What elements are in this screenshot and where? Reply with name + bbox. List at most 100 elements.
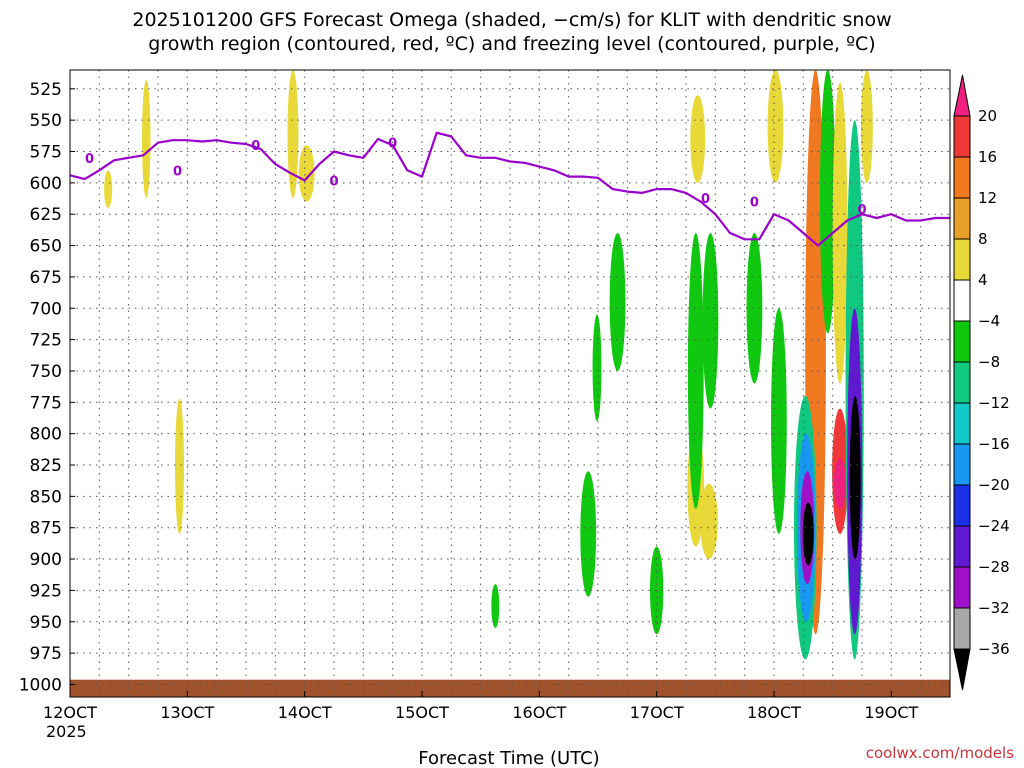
omega-shading: [104, 70, 873, 660]
y-tick-label: 800: [30, 425, 62, 445]
freezing-level-label: 0: [85, 152, 94, 167]
x-tick-label: 16OCT: [512, 703, 566, 722]
omega-cell-10: [687, 233, 704, 509]
x-tick-label: 18OCT: [747, 703, 801, 722]
x-tick-label: 13OCT: [160, 703, 214, 722]
credit-text[interactable]: coolwx.com/models: [866, 744, 1014, 762]
title-line-1: 2025101200 GFS Forecast Omega (shaded, −…: [132, 9, 891, 31]
omega-cell-0: [142, 80, 151, 198]
y-tick-label: 700: [30, 299, 62, 319]
omega-cell-12: [592, 314, 602, 422]
plot-frame: [69, 69, 951, 698]
omega-cell-8: [700, 483, 718, 560]
y-tick-label: 625: [30, 205, 62, 225]
freezing-level-line: [70, 131, 950, 247]
y-tick-label: 825: [30, 456, 62, 476]
x-tick-label: 15OCT: [395, 703, 449, 722]
colorbar-label: −24: [978, 517, 1010, 535]
y-tick-label: 600: [30, 174, 62, 194]
y-tick-label: 675: [30, 268, 62, 288]
freezing-level-label: 0: [329, 174, 338, 189]
colorbar-swatch: [953, 525, 971, 568]
colorbar-swatch: [953, 484, 971, 527]
colorbar-label: 4: [978, 271, 988, 289]
colorbar-label: −4: [978, 312, 1000, 330]
omega-cell-11: [609, 233, 626, 371]
colorbar-label: 20: [978, 107, 997, 125]
omega-cell-30: [860, 70, 873, 183]
omega-cell-26: [834, 458, 846, 509]
x-tick-sublabel: 2025: [46, 722, 87, 741]
y-tick-label: 550: [30, 111, 62, 131]
freezing-level-label: 0: [750, 196, 759, 211]
x-tick-label: 12OCT: [43, 703, 97, 722]
omega-cell-22: [802, 502, 814, 566]
colorbar-bottom-triangle: [953, 648, 971, 691]
x-axis-label: Forecast Time (UTC): [418, 748, 599, 768]
colorbar-label: −12: [978, 394, 1010, 412]
y-tick-label: 650: [30, 237, 62, 257]
colorbar-label: −36: [978, 640, 1010, 658]
colorbar-label: 8: [978, 230, 988, 248]
colorbar-swatch: [953, 197, 971, 240]
freezing-level-contour: 0 0 0 0 0 0 0 0: [70, 131, 950, 247]
colorbar-label: −8: [978, 353, 1000, 371]
colorbar-label: 16: [978, 148, 997, 166]
colorbar-swatch: [953, 156, 971, 199]
omega-cell-23: [819, 70, 836, 334]
freezing-level-label: 0: [701, 192, 710, 207]
omega-cell-14: [491, 584, 500, 629]
colorbar-label: 12: [978, 189, 997, 207]
y-tick-label: 925: [30, 581, 62, 601]
colorbar-top-triangle: [953, 74, 971, 117]
omega-cell-15: [702, 233, 719, 409]
y-tick-label: 975: [30, 644, 62, 664]
freezing-level-label: 0: [173, 164, 182, 179]
colorbar-label: −28: [978, 558, 1010, 576]
colorbar: 20 16 12 8 4 −4 −8 −12 −16 −20 −24 −28 −32 −36: [953, 74, 1010, 691]
colorbar-swatch: [953, 361, 971, 404]
y-tick-label: 725: [30, 331, 62, 351]
freezing-level-label: 0: [388, 137, 397, 152]
x-tick-label: 17OCT: [630, 703, 684, 722]
omega-cell-5: [690, 95, 706, 183]
colorbar-swatch: [953, 238, 971, 281]
title-line-2: growth region (contoured, red, ºC) and f…: [148, 33, 875, 55]
omega-cell-29: [849, 396, 861, 560]
omega-cell-24: [832, 82, 848, 384]
omega-cell-3: [298, 145, 315, 202]
x-tick-label: 19OCT: [864, 703, 918, 722]
colorbar-swatch: [953, 566, 971, 609]
colorbar-swatch: [953, 443, 971, 486]
y-tick-label: 875: [30, 519, 62, 539]
freezing-level-label: 0: [251, 139, 260, 154]
omega-cell-13: [580, 471, 597, 597]
colorbar-swatch: [953, 402, 971, 445]
omega-cell-17: [771, 308, 787, 534]
colorbar-swatch: [953, 320, 971, 363]
y-tick-label: 900: [30, 550, 62, 570]
omega-cell-16: [746, 233, 763, 384]
x-tick-label: 14OCT: [278, 703, 332, 722]
colorbar-swatch: [953, 279, 971, 322]
y-tick-label: 525: [30, 80, 62, 100]
y-tick-label: 850: [30, 487, 62, 507]
omega-cell-1: [175, 398, 184, 534]
y-axis-ticks: 525 550 575 600 625 650 675 700 725 750 775 800 825 8…: [19, 80, 75, 695]
colorbar-label: −16: [978, 435, 1010, 453]
colorbar-label: −20: [978, 476, 1010, 494]
y-tick-label: 575: [30, 143, 62, 163]
grid-lines: [70, 70, 950, 697]
omega-cell-6: [767, 70, 784, 183]
colorbar-label: −32: [978, 599, 1010, 617]
omega-cell-2: [287, 70, 299, 198]
y-tick-label: 775: [30, 393, 62, 413]
freezing-level-label: 0: [857, 203, 866, 218]
omega-cell-4: [104, 170, 113, 208]
y-tick-label: 950: [30, 613, 62, 633]
y-tick-label: 750: [30, 362, 62, 382]
y-tick-label: 1000: [19, 675, 62, 695]
colorbar-swatch: [953, 607, 971, 650]
